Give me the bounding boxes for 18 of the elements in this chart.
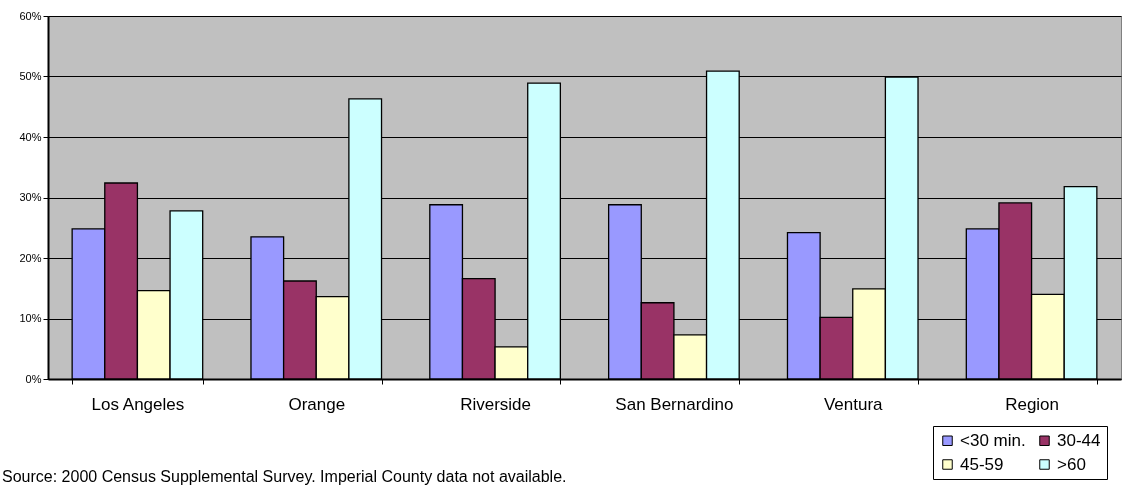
x-tick-label: San Bernardino [615, 394, 734, 414]
y-tick-label: 20% [19, 251, 42, 264]
y-tick-label: 40% [19, 130, 42, 143]
legend-label: 30-44 [1057, 430, 1101, 450]
y-tick-label: 60% [19, 9, 42, 22]
source-note: Source: 2000 Census Supplemental Survey. Imperial County data not available. [2, 468, 567, 486]
legend-label: 45-59 [960, 454, 1004, 474]
y-tick-label: 50% [19, 70, 42, 82]
y-tick-label: 0% [25, 372, 42, 385]
legend-label: >60 [1057, 454, 1086, 474]
x-tick-label: Riverside [460, 394, 532, 414]
x-tick-label: Ventura [823, 394, 884, 414]
legend-label: <30 min. [960, 430, 1026, 450]
x-tick-label: Los Angeles [91, 394, 185, 414]
x-tick-label: Orange [288, 394, 346, 414]
x-tick-label: Region [1005, 394, 1060, 414]
y-tick-label: 30% [19, 191, 42, 203]
y-tick-label: 10% [19, 312, 42, 324]
